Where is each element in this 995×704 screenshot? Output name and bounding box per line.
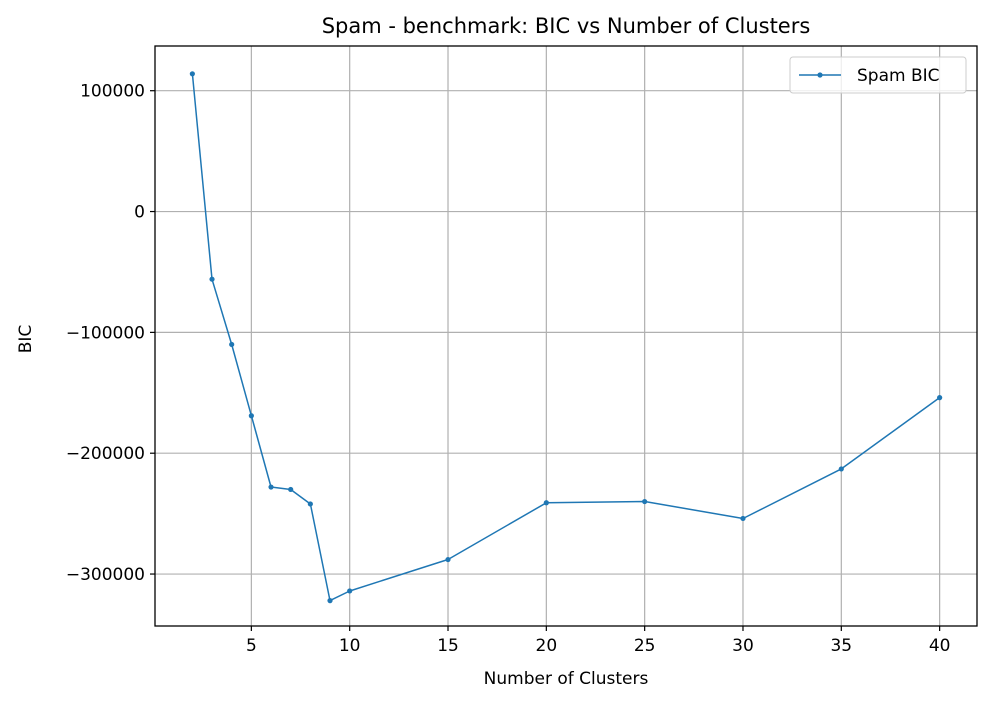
data-point bbox=[347, 588, 353, 594]
data-point bbox=[937, 395, 943, 401]
y-tick-label: 0 bbox=[134, 203, 145, 223]
x-tick-label: 30 bbox=[732, 636, 754, 656]
x-tick-label: 5 bbox=[246, 636, 257, 656]
y-tick-label: −200000 bbox=[66, 444, 145, 464]
x-tick-label: 10 bbox=[339, 636, 361, 656]
grid bbox=[155, 46, 977, 626]
data-point bbox=[307, 501, 313, 507]
data-point bbox=[740, 515, 746, 522]
y-tick-label: −300000 bbox=[66, 565, 145, 585]
data-point bbox=[248, 413, 254, 419]
y-axis-label: BIC bbox=[16, 325, 36, 354]
data-point bbox=[288, 486, 294, 493]
data-point bbox=[189, 71, 195, 77]
y-tick-label: 100000 bbox=[80, 82, 145, 102]
legend: Spam BIC bbox=[789, 56, 967, 94]
data-point bbox=[543, 500, 549, 506]
series-layer bbox=[189, 71, 943, 604]
data-point bbox=[268, 484, 274, 490]
x-tick-label: 40 bbox=[929, 636, 951, 656]
legend-box bbox=[789, 56, 967, 94]
data-point bbox=[838, 466, 844, 472]
x-tick-label: 35 bbox=[830, 636, 852, 656]
x-tick-label: 15 bbox=[437, 636, 459, 656]
tick-layer: 5 10 15 20 25 30 35 40 100000 0 −100000 −200000 −300… bbox=[66, 82, 951, 656]
plot-frame bbox=[154, 45, 978, 627]
data-point bbox=[327, 598, 333, 604]
legend-marker-sample bbox=[817, 72, 823, 78]
legend-label: Spam BIC bbox=[857, 66, 940, 86]
x-tick-label: 25 bbox=[634, 636, 656, 656]
y-tick-label: −100000 bbox=[66, 323, 145, 343]
data-point bbox=[445, 556, 451, 563]
x-tick-label: 20 bbox=[536, 636, 558, 656]
data-point bbox=[642, 498, 648, 505]
chart-title: Spam - benchmark: BIC vs Number of Clust… bbox=[322, 14, 811, 38]
data-point bbox=[229, 341, 235, 348]
data-point bbox=[209, 276, 215, 282]
x-axis-label: Number of Clusters bbox=[484, 669, 649, 689]
